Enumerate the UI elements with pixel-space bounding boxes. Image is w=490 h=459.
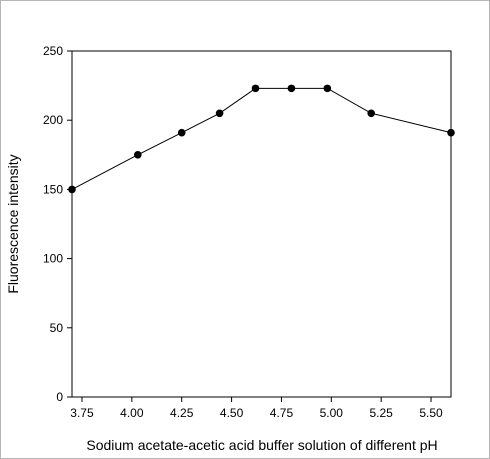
series-layer [68,84,455,194]
y-tick-label: 250 [43,44,63,58]
x-tick-label: 4.00 [120,406,144,420]
y-axis-title: Fluorescence intensity [5,154,21,293]
data-point [447,128,455,137]
data-point [177,128,186,137]
x-tick-label: 5.50 [419,406,443,420]
y-tick-label: 100 [43,252,63,266]
data-point [367,109,376,118]
data-point [215,109,224,118]
data-point [251,84,260,93]
data-point [68,185,76,194]
x-axis-title: Sodium acetate-acetic acid buffer soluti… [86,437,437,453]
y-tick-label: 200 [43,113,63,127]
y-axis: 0 50 100 150 200 250 [43,44,72,404]
x-tick-label: 4.75 [270,406,294,420]
data-point [287,84,296,93]
plot-area [71,50,452,398]
data-point [134,151,142,159]
x-tick-label: 3.75 [70,406,94,420]
x-tick-label: 4.50 [220,406,244,420]
y-tick-label: 50 [50,321,64,335]
y-tick-label: 0 [56,390,63,404]
y-tick-label: 150 [43,182,63,196]
data-point [323,84,332,93]
x-tick-label: 4.25 [170,406,194,420]
x-axis: 3.75 4.00 4.25 4.50 4.75 5.00 5.25 5.50 [70,397,443,420]
x-tick-label: 5.25 [370,406,394,420]
x-tick-label: 5.00 [320,406,344,420]
series-line [71,87,452,190]
